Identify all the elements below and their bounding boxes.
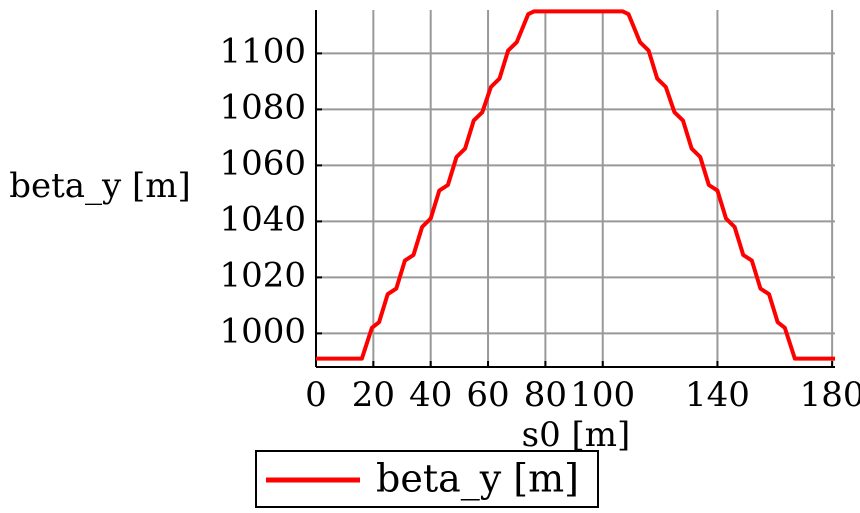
x-axis-label: s0 [m]	[522, 415, 631, 455]
y-tick-label: 1080	[219, 87, 306, 127]
y-tick-label: 1040	[219, 199, 306, 239]
x-tick-label: 180	[800, 375, 860, 415]
legend-label: beta_y [m]	[376, 457, 579, 502]
x-tick-label: 20	[352, 375, 395, 415]
y-tick-label: 1100	[219, 31, 306, 71]
x-tick-label: 40	[409, 375, 452, 415]
x-tick-label: 60	[466, 375, 509, 415]
x-tick-label: 100	[570, 375, 635, 415]
data-line	[316, 9, 835, 361]
x-tick-label: 0	[305, 375, 327, 415]
y-tick-label: 1000	[219, 311, 306, 351]
y-tick-label: 1020	[219, 255, 306, 295]
x-tick-label: 80	[524, 375, 567, 415]
x-tick-label: 140	[685, 375, 750, 415]
y-axis-label: beta_y [m]	[9, 166, 191, 206]
y-tick-label: 1060	[219, 143, 306, 183]
